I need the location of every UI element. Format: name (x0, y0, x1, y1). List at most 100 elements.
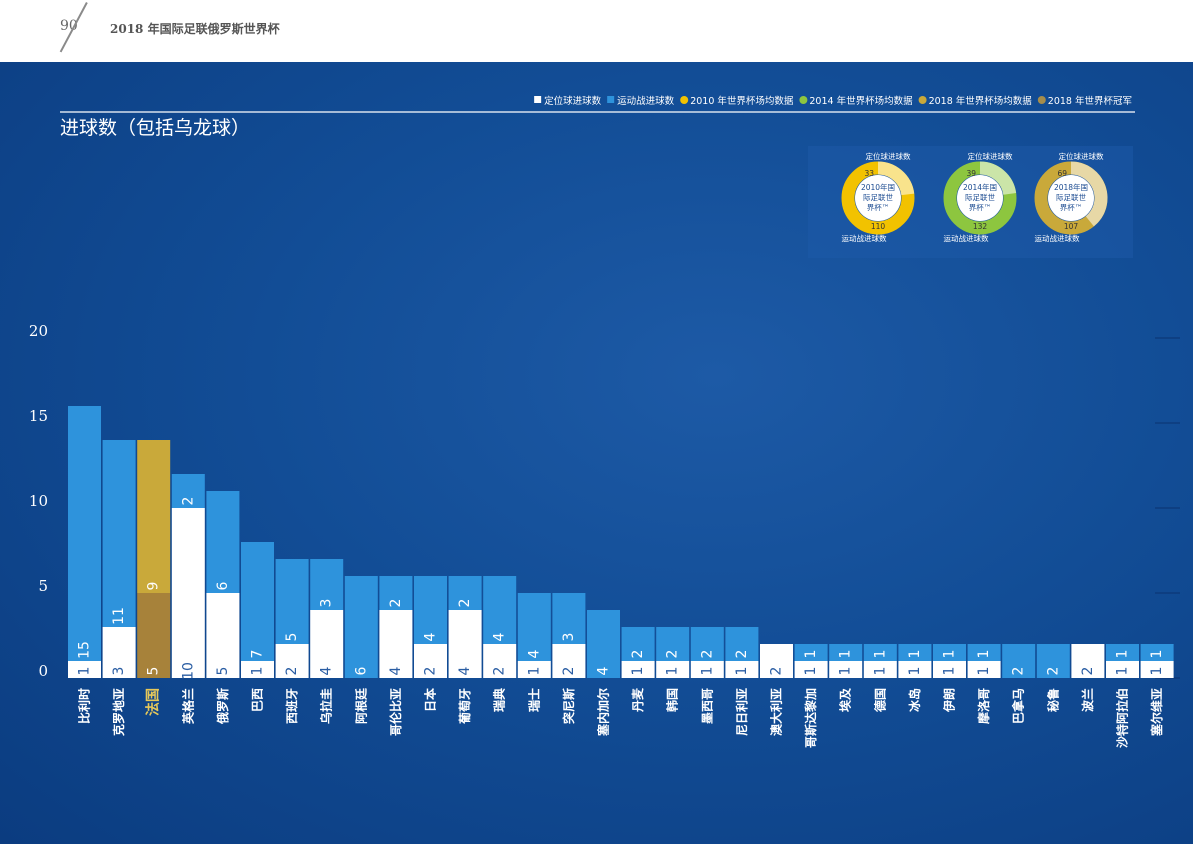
bar-open-play-label: 15 (77, 641, 93, 659)
page-header: 90 2018 年国际足联俄罗斯世界杯 (0, 0, 1193, 62)
bar-set-piece (552, 644, 586, 678)
bar-set-piece (171, 508, 205, 678)
bar-set-piece (241, 661, 274, 678)
bar-set-piece-label: 1 (942, 667, 958, 676)
donut-center-text: 际足联世 (863, 192, 893, 202)
chart-title: 进球数（包括乌龙球） (60, 117, 250, 139)
bar-open-play (171, 474, 205, 508)
donut-set-piece-arc (979, 161, 1017, 196)
bar-open-play (448, 576, 482, 610)
x-category-label: 巴拿马 (1011, 688, 1026, 724)
donut-center-text: 界杯™ (969, 202, 992, 212)
x-category-label: 澳大利亚 (769, 688, 784, 736)
bar-open-play (621, 627, 655, 661)
bar-set-piece-label: 2 (769, 667, 785, 676)
donut-set-piece-value: 33 (864, 169, 874, 178)
bar-open-play (552, 593, 586, 644)
bar-open-play (1036, 644, 1070, 678)
bar-open-play-label: 7 (250, 650, 266, 659)
bar-set-piece (794, 661, 828, 678)
donut-bottom-label: 运动战进球数 (842, 233, 887, 243)
bar-open-play (344, 576, 378, 678)
bar-open-play-label: 2 (630, 650, 646, 659)
bar-set-piece (1106, 661, 1139, 678)
donut-bottom-label: 运动战进球数 (1035, 233, 1080, 243)
bar-open-play-label: 2 (665, 650, 681, 659)
y-tick-label: 15 (29, 407, 48, 425)
x-category-label: 瑞士 (526, 688, 541, 712)
bar-set-piece (68, 661, 101, 678)
bar-open-play-label: 1 (907, 650, 923, 659)
bar-set-piece-label: 1 (699, 667, 715, 676)
x-category-label: 伊朗 (942, 688, 957, 713)
bar-set-piece (967, 661, 1001, 678)
bar-open-play (310, 559, 344, 610)
legend: 2018 年世界杯冠军 2018 年世界杯场均数据 2014 年世界杯场均数据 201… (534, 95, 1132, 107)
bar-open-play-label: 4 (596, 666, 612, 675)
bar-open-play (379, 576, 413, 610)
bar-open-play-label: 1 (942, 650, 958, 659)
bar-set-piece-label: 2 (561, 667, 577, 676)
bar-set-piece (517, 661, 551, 678)
legend-swatch (799, 96, 808, 104)
bar-set-piece (690, 661, 724, 678)
bar-open-play (829, 644, 863, 661)
bar-open-play-label: 2 (180, 497, 196, 506)
bar-open-play-label: 2 (457, 599, 473, 608)
donut-center-text: 2010年国 (861, 182, 895, 192)
legend-label: 2018 年世界杯场均数据 (929, 95, 1033, 107)
bar-set-piece (310, 610, 344, 678)
x-category-label: 秘鲁 (1045, 688, 1060, 712)
donut-open-play-value: 110 (871, 222, 886, 231)
x-category-label: 摩洛哥 (976, 688, 991, 724)
bar-set-piece (656, 661, 690, 678)
x-category-label: 尼日利亚 (734, 688, 749, 736)
bar-open-play (863, 644, 897, 661)
bar-set-piece-label: 4 (388, 666, 404, 675)
bar-set-piece-label: 1 (976, 667, 992, 676)
legend-label: 2010 年世界杯场均数据 (690, 95, 794, 107)
donut-bottom-label: 运动战进球数 (944, 233, 989, 243)
bar-open-play-label: 1 (803, 650, 819, 659)
bar-open-play-label: 3 (319, 599, 335, 608)
bar-open-play-label: 2 (1045, 667, 1061, 676)
bar-set-piece-label: 4 (457, 666, 473, 675)
x-category-label: 英格兰 (180, 688, 195, 724)
bar-open-play (1106, 644, 1139, 661)
bar-set-piece (863, 661, 897, 678)
bar-set-piece (898, 661, 932, 678)
legend-label: 2018 年世界杯冠军 (1048, 95, 1132, 107)
donut-center-text: 际足联世 (965, 192, 995, 202)
bar-open-play (483, 576, 517, 644)
bar-open-play-label: 5 (284, 633, 300, 642)
bar-open-play (587, 610, 620, 678)
x-category-label: 哥斯达黎加 (803, 688, 818, 748)
bar-set-piece-label: 1 (803, 667, 819, 676)
donut-center-text: 2018年国 (1054, 182, 1088, 192)
bar-open-play (656, 627, 690, 661)
bar-set-piece-label: 1 (250, 667, 266, 676)
legend-label: 运动战进球数 (617, 95, 675, 107)
donut-center-text: 界杯™ (867, 202, 890, 212)
bar-set-piece (725, 661, 759, 678)
bar-set-piece-label: 2 (492, 667, 508, 676)
x-category-label: 塞尔维亚 (1149, 688, 1164, 736)
bar-set-piece (621, 661, 655, 678)
donut-top-label: 定位球进球数 (1059, 151, 1104, 161)
x-category-label: 丹麦 (630, 687, 645, 712)
y-tick-label: 0 (38, 662, 48, 680)
donut-center (855, 175, 901, 221)
bar-open-play-label: 2 (734, 650, 750, 659)
x-category-label: 葡萄牙 (457, 688, 472, 725)
bar-set-piece (137, 593, 171, 678)
legend-swatch (534, 96, 542, 103)
bar-open-play-label: 1 (1115, 650, 1131, 659)
x-category-label: 克罗地亚 (111, 688, 126, 736)
bar-open-play-label: 4 (423, 632, 439, 641)
donut-set-piece-arc (877, 161, 915, 196)
bar-set-piece (760, 644, 793, 678)
